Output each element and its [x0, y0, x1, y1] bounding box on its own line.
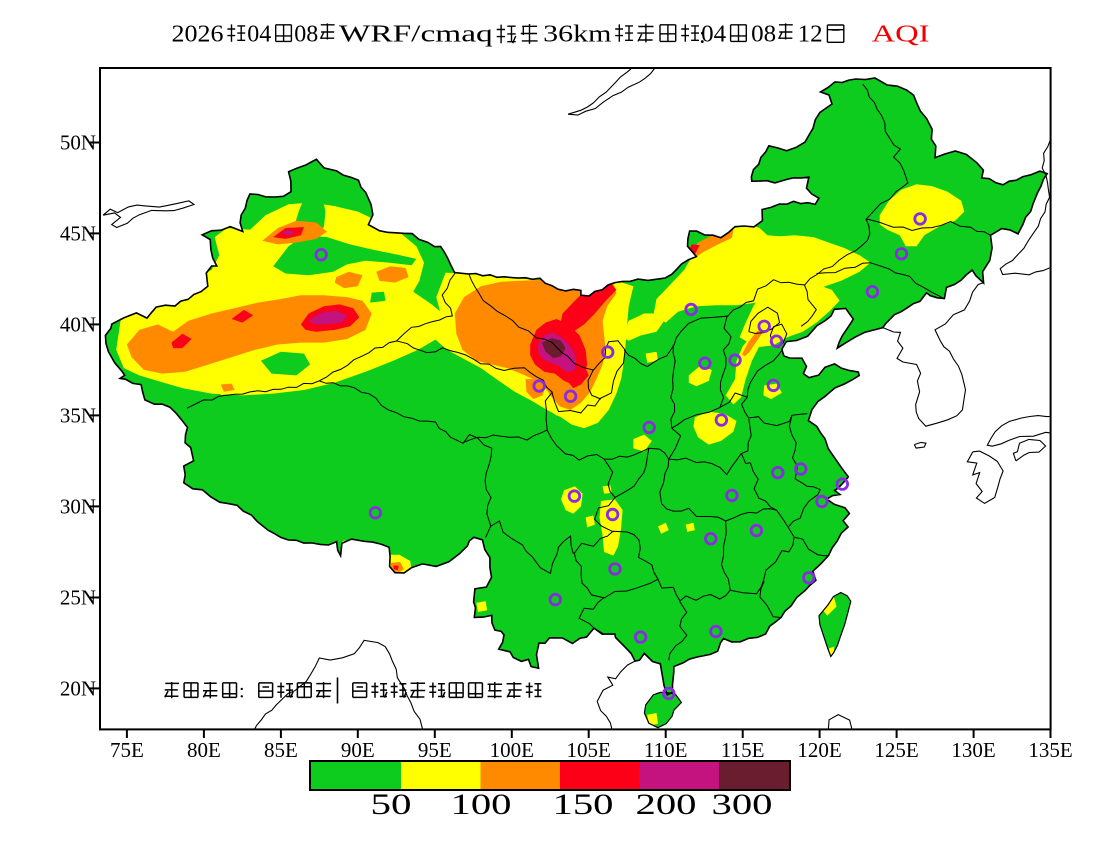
svg-text:120E: 120E [797, 738, 841, 762]
svg-text:200: 200 [636, 788, 697, 821]
svg-text:105E: 105E [567, 738, 611, 762]
svg-text:50N: 50N [60, 131, 96, 155]
svg-text:135E: 135E [1028, 738, 1072, 762]
svg-text::: : [699, 23, 706, 49]
svg-text:2026: 2026 [172, 22, 224, 48]
svg-text:115E: 115E [721, 738, 765, 762]
svg-text:130E: 130E [951, 738, 995, 762]
svg-text:04: 04 [247, 22, 271, 48]
svg-text:08: 08 [751, 22, 776, 48]
svg-text:40N: 40N [60, 312, 96, 336]
svg-text:125E: 125E [874, 738, 918, 762]
svg-text:100: 100 [451, 788, 512, 821]
svg-text:300: 300 [712, 788, 773, 821]
svg-text:150: 150 [553, 788, 614, 821]
svg-text:45N: 45N [60, 221, 96, 245]
svg-text:75E: 75E [110, 738, 144, 762]
svg-text:80E: 80E [187, 738, 221, 762]
svg-text::: : [239, 681, 245, 703]
svg-text:AQI: AQI [872, 22, 930, 48]
svg-text:25N: 25N [60, 586, 96, 610]
svg-text:04: 04 [701, 22, 726, 48]
svg-text:100E: 100E [490, 738, 534, 762]
svg-text:20N: 20N [60, 676, 96, 700]
svg-text:08: 08 [294, 22, 318, 48]
svg-text:50: 50 [371, 788, 412, 821]
svg-text:12: 12 [798, 22, 823, 48]
svg-text:36km: 36km [543, 22, 612, 48]
svg-text:WRF/cmaq: WRF/cmaq [339, 22, 493, 48]
svg-text:95E: 95E [418, 738, 452, 762]
svg-text:90E: 90E [341, 738, 375, 762]
svg-text:35N: 35N [60, 403, 96, 427]
svg-text:85E: 85E [264, 738, 298, 762]
svg-text:30N: 30N [60, 495, 96, 519]
svg-text:110E: 110E [644, 738, 688, 762]
